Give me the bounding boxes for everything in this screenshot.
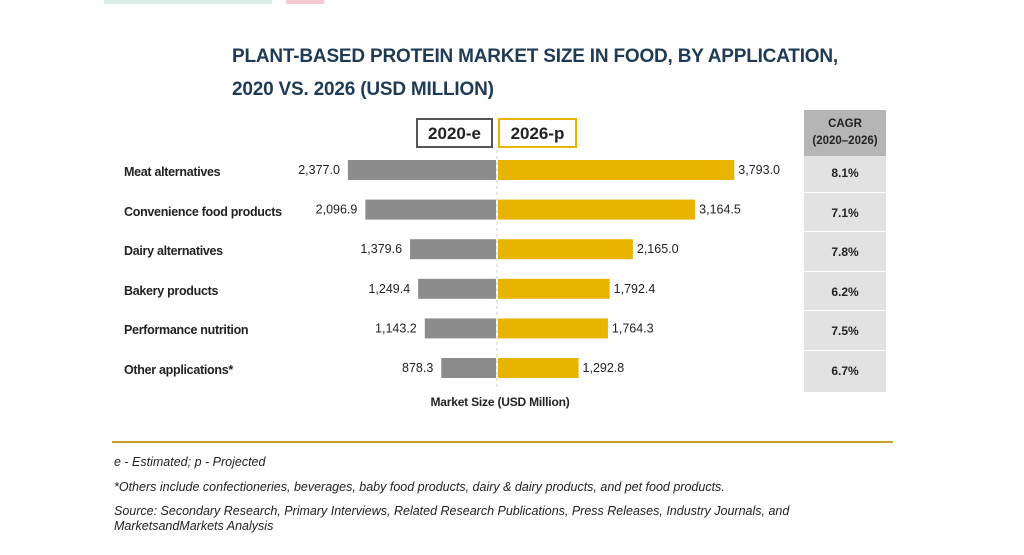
cagr-value-convenience-food-products: 7.1% (831, 205, 859, 220)
bar-2020-convenience-food-products (365, 199, 496, 220)
chart-title-line1: PLANT-BASED PROTEIN MARKET SIZE IN FOOD,… (232, 46, 838, 67)
cagr-value-bakery-products: 6.2% (831, 284, 859, 299)
cagr-value-meat-alternatives: 8.1% (831, 166, 859, 180)
value-label-2020-other-applications: 878.3 (402, 361, 433, 375)
value-label-2020-convenience-food-products: 2,096.9 (316, 203, 358, 217)
cagr-value-other-applications: 6.7% (831, 364, 859, 378)
bar-2026-other-applications (498, 358, 579, 378)
cagr-value-performance-nutrition: 7.5% (831, 324, 859, 339)
category-label-performance-nutrition: Performance nutrition (124, 323, 249, 338)
source-line-1: Source: Secondary Research, Primary Inte… (114, 504, 790, 518)
value-label-2026-convenience-food-products: 3,164.5 (699, 203, 741, 217)
bar-2026-dairy-alternatives (498, 239, 633, 260)
bar-2026-bakery-products (498, 278, 610, 299)
cagr-row-separator (804, 191, 886, 193)
chart-title: PLANT-BASED PROTEIN MARKET SIZE IN FOOD,… (232, 40, 872, 106)
value-label-2020-performance-nutrition: 1,143.2 (375, 321, 417, 335)
value-label-2026-other-applications: 1,292.8 (583, 361, 625, 375)
cagr-row-separator (804, 310, 886, 312)
value-label-2026-performance-nutrition: 1,764.3 (612, 321, 654, 335)
cagr-header-line1: CAGR (828, 118, 862, 130)
legend-2020: 2020-e (416, 118, 493, 148)
bar-2020-bakery-products (418, 278, 496, 299)
cagr-row-separator (804, 270, 886, 272)
category-label-meat-alternatives: Meat alternatives (124, 165, 221, 179)
category-label-dairy-alternatives: Dairy alternatives (124, 244, 223, 259)
footer-rule (112, 441, 893, 443)
x-axis-label: Market Size (USD Million) (430, 395, 570, 409)
top-decor-bar (104, 0, 272, 4)
bar-2026-convenience-food-products (498, 199, 696, 220)
value-label-2026-bakery-products: 1,792.4 (614, 282, 656, 296)
chart-title-line2: 2020 VS. 2026 (USD MILLION) (232, 79, 494, 100)
source-line-2: MarketsandMarkets Analysis (114, 519, 274, 533)
value-label-2026-dairy-alternatives: 2,165.0 (637, 242, 679, 256)
cagr-header-line2: (2020–2026) (812, 135, 878, 147)
top-decor-bar-accent (286, 0, 324, 4)
cagr-row-separator (804, 350, 886, 351)
cagr-row-separator (804, 231, 886, 233)
value-label-2026-meat-alternatives: 3,793.0 (738, 163, 780, 177)
category-label-other-applications: Other applications* (124, 363, 233, 377)
bar-2020-dairy-alternatives (410, 239, 496, 260)
cagr-header: CAGR (2020–2026) (804, 110, 886, 156)
cagr-column (804, 110, 886, 392)
estimate-note: e - Estimated; p - Projected (114, 455, 266, 469)
legend-2026: 2026-p (498, 118, 577, 148)
bar-2020-other-applications (441, 358, 496, 378)
value-label-2020-meat-alternatives: 2,377.0 (298, 163, 340, 177)
bar-2020-performance-nutrition (424, 318, 496, 339)
value-label-2020-bakery-products: 1,249.4 (368, 282, 410, 296)
bar-2026-performance-nutrition (498, 318, 608, 339)
bar-2026-meat-alternatives (498, 160, 735, 180)
category-label-bakery-products: Bakery products (124, 283, 219, 298)
category-label-convenience-food-products: Convenience food products (124, 204, 282, 219)
cagr-value-dairy-alternatives: 7.8% (831, 245, 859, 260)
value-label-2020-dairy-alternatives: 1,379.6 (360, 242, 402, 256)
others-footnote: *Others include confectioneries, beverag… (114, 480, 725, 494)
bar-2020-meat-alternatives (347, 160, 496, 180)
